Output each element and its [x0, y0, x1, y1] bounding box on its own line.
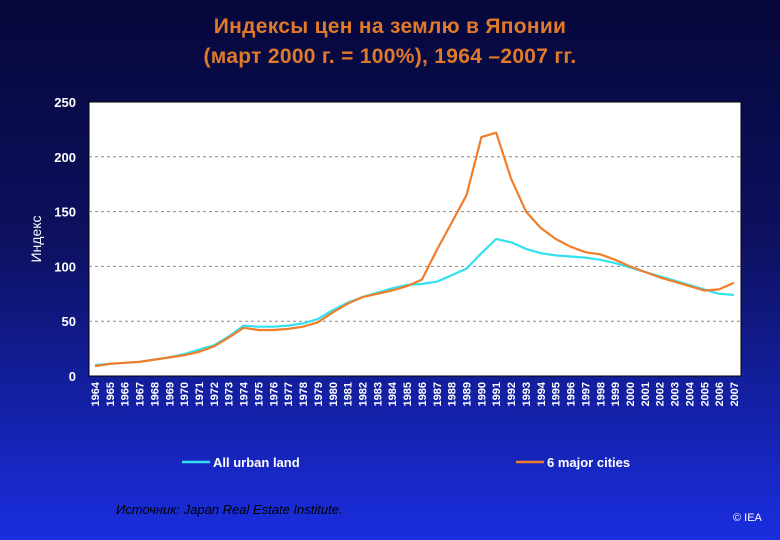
x-tick-label: 1991: [491, 382, 503, 406]
x-tick-label: 1982: [357, 382, 369, 406]
x-tick-label: 1993: [521, 382, 533, 406]
chart-title-line1: Индексы цен на землю в Японии: [213, 15, 567, 38]
x-tick-label: 1994: [536, 381, 548, 406]
x-tick-label: 1998: [595, 382, 607, 406]
x-tick-label: 1988: [447, 382, 459, 406]
y-axis-label: Индекс: [28, 215, 44, 262]
x-tick-label: 1989: [462, 382, 474, 406]
x-tick-label: 1979: [313, 382, 325, 406]
chart-title: Индексы цен на землю в Японии (март 2000…: [0, 12, 780, 72]
x-tick-label: 1969: [164, 382, 176, 406]
x-tick-label: 1976: [268, 382, 280, 406]
x-tick-label: 2007: [729, 382, 741, 406]
x-tick-label: 1968: [149, 382, 161, 406]
x-tick-label: 1995: [551, 382, 563, 406]
x-tick-label: 1980: [328, 382, 340, 406]
x-tick-label: 1966: [120, 382, 132, 406]
x-tick-label: 2006: [714, 382, 726, 406]
x-tick-label: 1984: [387, 381, 399, 406]
x-tick-label: 1986: [417, 382, 429, 406]
x-tick-label: 2002: [655, 382, 667, 406]
source-note: Источник: Japan Real Estate Institute.: [116, 502, 343, 517]
x-tick-label: 1992: [506, 382, 518, 406]
legend-label-six-major-cities: 6 major cities: [547, 455, 630, 470]
x-tick-label: 2004: [684, 381, 696, 406]
y-tick-label: 50: [62, 314, 76, 329]
x-tick-label: 2005: [699, 382, 711, 406]
y-tick-label: 100: [54, 259, 76, 274]
x-tick-label: 1965: [105, 382, 117, 406]
x-tick-label: 2001: [640, 382, 652, 406]
x-tick-label: 1970: [179, 382, 191, 406]
x-tick-label: 1974: [239, 381, 251, 406]
x-tick-label: 1964: [90, 381, 102, 406]
series-line-six-major-cities: [94, 131, 735, 368]
x-tick-label: 1996: [566, 382, 578, 406]
series-line-all-urban-land: [94, 237, 735, 367]
x-tick-label: 1977: [283, 382, 295, 406]
y-tick-label: 0: [69, 369, 76, 384]
y-tick-label: 200: [54, 150, 76, 165]
credit-text: © IEA: [733, 512, 762, 524]
x-tick-label: 1997: [580, 382, 592, 406]
legend-label-all-urban-land: All urban land: [213, 455, 300, 470]
x-tick-label: 1973: [224, 382, 236, 406]
y-tick-label: 150: [54, 205, 76, 220]
x-tick-label: 1971: [194, 382, 206, 406]
x-tick-label: 1990: [476, 382, 488, 406]
x-tick-label: 2003: [670, 382, 682, 406]
x-tick-label: 1983: [372, 382, 384, 406]
x-tick-label: 1967: [135, 382, 147, 406]
x-tick-label: 2000: [625, 382, 637, 406]
x-tick-label: 1987: [432, 382, 444, 406]
x-tick-label: 1975: [253, 382, 265, 406]
x-tick-label: 1972: [209, 382, 221, 406]
y-tick-label: 250: [54, 95, 76, 110]
plot-area: [88, 101, 742, 377]
x-tick-label: 1981: [343, 382, 355, 406]
x-tick-label: 1978: [298, 382, 310, 406]
x-tick-label: 1985: [402, 382, 414, 406]
x-tick-label: 1999: [610, 382, 622, 406]
chart-title-line2: (март 2000 г. = 100%), 1964 –2007 гг.: [203, 45, 577, 68]
